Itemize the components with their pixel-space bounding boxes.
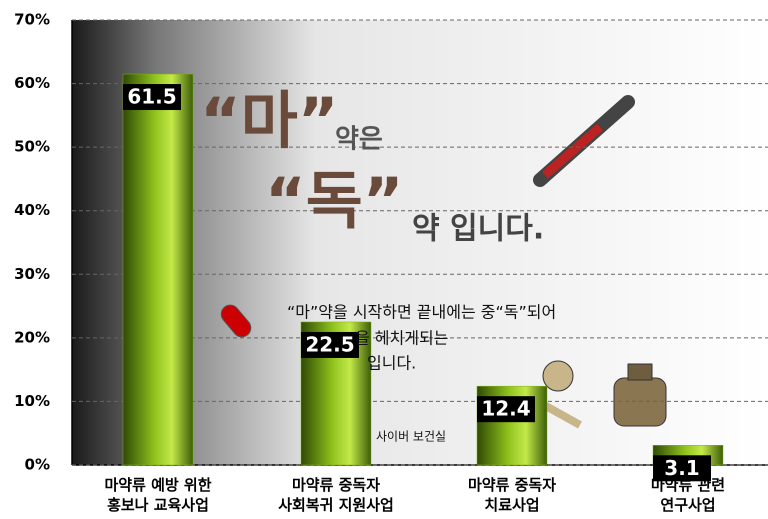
value-label: 12.4	[481, 397, 530, 421]
bottle-icon	[613, 363, 667, 427]
x-tick-label: 마약류 예방 위한 홍보나 교육사업	[104, 476, 212, 514]
value-label-box	[301, 331, 359, 358]
annotation: 약 입니다.	[412, 212, 544, 247]
value-label-box	[653, 455, 711, 482]
x-tick-label: 마약류 관련 연구사업	[650, 476, 726, 514]
y-tick-label: 10%	[14, 392, 50, 410]
pill-icon	[220, 304, 252, 338]
annotation: 입니다.	[367, 354, 416, 373]
bar	[122, 73, 194, 466]
value-label-box	[123, 84, 181, 111]
annotation: “마”	[200, 84, 339, 157]
annotation: 을 헤치게되는	[355, 329, 448, 348]
y-tick-label: 40%	[14, 201, 50, 219]
x-tick-label: 마약류 중독자 치료사업	[467, 476, 557, 514]
annotation: “마”약을 시작하면 끝내에는 중“독”되어	[287, 303, 556, 322]
y-tick-label: 70%	[14, 11, 50, 29]
annotation: 사이버 보건실	[376, 430, 446, 444]
syringe-icon	[533, 95, 635, 187]
y-tick-label: 30%	[14, 265, 50, 283]
value-label-box	[477, 396, 535, 423]
value-label: 61.5	[127, 85, 176, 109]
y-tick-label: 50%	[14, 138, 50, 156]
annotation: 약은	[335, 125, 383, 155]
y-tick-label: 0%	[25, 456, 50, 474]
annotation: “독”	[265, 164, 404, 237]
y-tick-label: 60%	[14, 74, 50, 92]
value-label: 3.1	[664, 456, 699, 480]
x-tick-label: 마약류 중독자 사회복귀 지원사업	[278, 476, 394, 514]
value-label: 22.5	[305, 332, 354, 356]
y-tick-label: 20%	[14, 328, 50, 346]
